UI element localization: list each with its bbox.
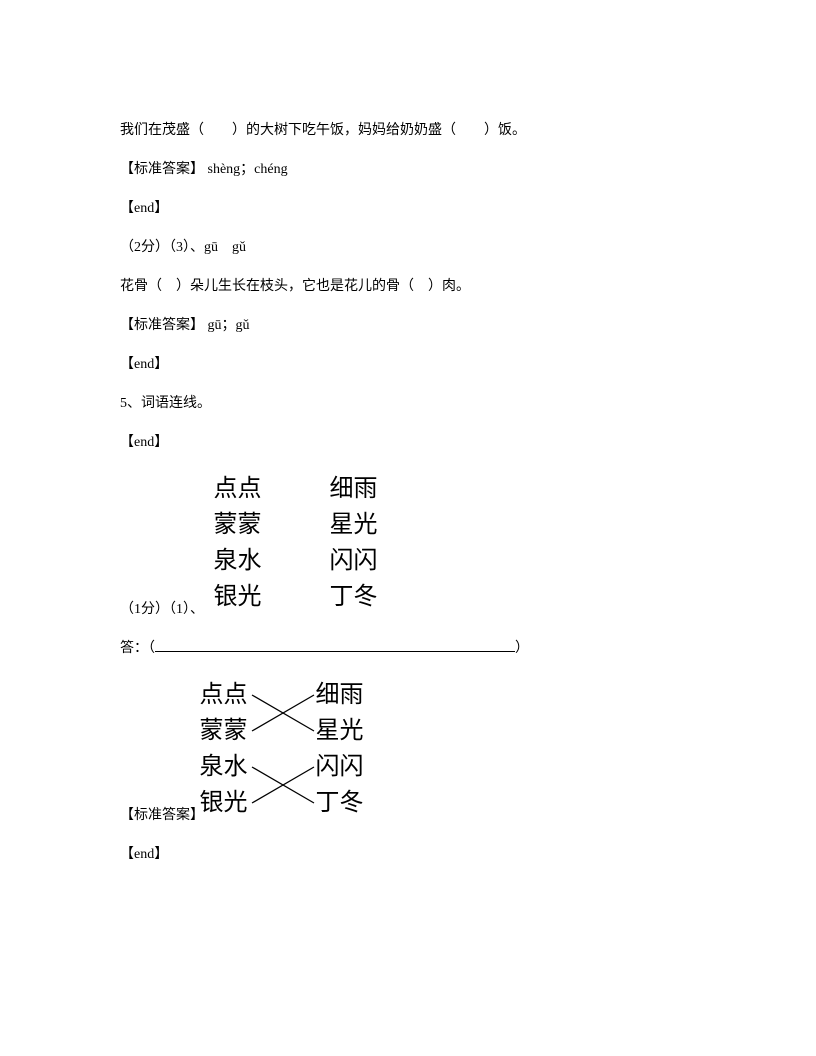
question-2-sentence: 花骨（ ）朵儿生长在枝头，它也是花儿的骨（ ）肉。 xyxy=(120,276,696,297)
match-answer-block: 点点 细雨 蒙蒙 星光 泉水 闪闪 银光 丁冬 xyxy=(120,677,696,821)
end-marker: 【end】 xyxy=(120,354,696,375)
q1-pre: 我们在茂盛（ xyxy=(120,123,204,138)
match-left-item: 蒙蒙 xyxy=(200,713,260,749)
match-right-item: 细雨 xyxy=(316,677,376,713)
match-left-item: 银光 xyxy=(200,785,260,821)
match-right-item: 丁冬 xyxy=(316,785,376,821)
q1-post: ）饭。 xyxy=(484,123,526,138)
answer-value: shèng；chéng xyxy=(204,162,288,177)
answer-blank-line: 答：（ ） xyxy=(120,638,696,659)
match-right-item: 星光 xyxy=(330,507,390,543)
question-5-title: 5、词语连线。 xyxy=(120,393,696,414)
match-left-item: 泉水 xyxy=(214,543,274,579)
answer-value: gū；gǔ xyxy=(204,318,250,333)
q1-gap1 xyxy=(204,123,232,138)
end-marker: 【end】 xyxy=(120,844,696,865)
match-question-grid: 点点 细雨 蒙蒙 星光 泉水 闪闪 银光 丁冬 xyxy=(214,471,390,615)
match-right-item: 闪闪 xyxy=(330,543,390,579)
end-marker: 【end】 xyxy=(120,198,696,219)
q1-gap2 xyxy=(456,123,484,138)
end-marker: 【end】 xyxy=(120,432,696,453)
match-left-item: 点点 xyxy=(214,471,274,507)
answer-blank[interactable] xyxy=(155,651,515,652)
q1-mid: ）的大树下吃午饭，妈妈给奶奶盛（ xyxy=(232,123,456,138)
match-right-item: 细雨 xyxy=(330,471,390,507)
answer-open-paren: 答：（ xyxy=(120,638,155,659)
match-left-item: 泉水 xyxy=(200,749,260,785)
match-right-item: 丁冬 xyxy=(330,579,390,615)
match-question-block: 点点 细雨 蒙蒙 星光 泉水 闪闪 银光 丁冬 xyxy=(120,471,696,615)
match-left-item: 点点 xyxy=(200,677,260,713)
question-1-sentence: 我们在茂盛（ ）的大树下吃午饭，妈妈给奶奶盛（ ）饭。 xyxy=(120,120,696,141)
match-answer-grid: 点点 细雨 蒙蒙 星光 泉水 闪闪 银光 丁冬 xyxy=(200,677,376,821)
answer-label: 【标准答案】 xyxy=(120,318,204,333)
match-right-item: 星光 xyxy=(316,713,376,749)
answer-1: 【标准答案】 shèng；chéng xyxy=(120,159,696,180)
match-right-item: 闪闪 xyxy=(316,749,376,785)
match-left-item: 蒙蒙 xyxy=(214,507,274,543)
question-2-header: （2分）（3）、gū gǔ xyxy=(120,237,696,258)
answer-label: 【标准答案】 xyxy=(120,162,204,177)
answer-2: 【标准答案】 gū；gǔ xyxy=(120,315,696,336)
answer-close-paren: ） xyxy=(515,638,529,659)
match-left-item: 银光 xyxy=(214,579,274,615)
